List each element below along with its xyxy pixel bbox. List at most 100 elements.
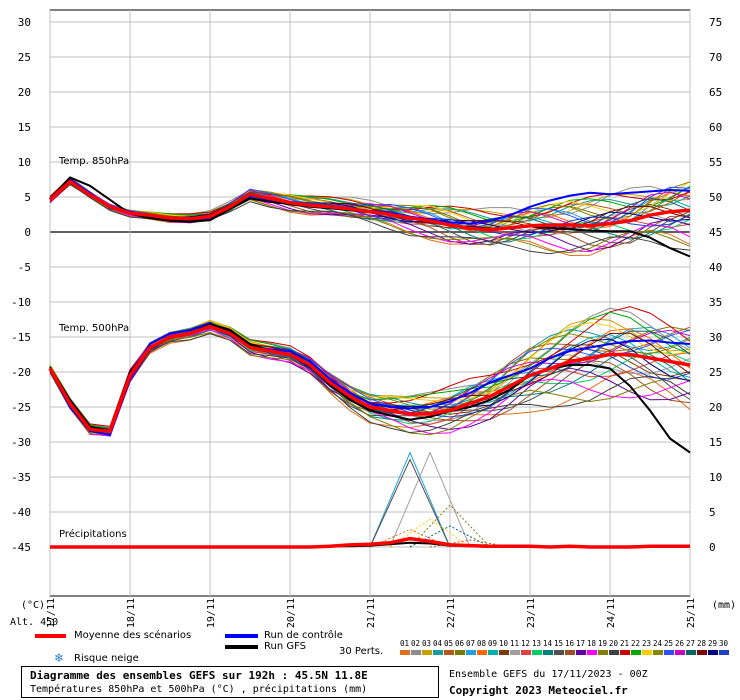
- left-tick-label: 25: [18, 51, 31, 64]
- perturbation-label: 26: [675, 639, 685, 648]
- right-tick-label: 50: [709, 191, 722, 204]
- right-tick-label: 40: [709, 261, 722, 274]
- perturbation-swatch: [697, 650, 707, 655]
- panel-label-precip: Précipitations: [59, 529, 127, 540]
- perturbation-label: 24: [653, 639, 663, 648]
- perturbation-precip-line: [409, 525, 491, 548]
- perturbation-label: 01: [400, 639, 409, 648]
- series-control-t500-line: [49, 322, 691, 436]
- left-tick-label: -45: [11, 541, 31, 554]
- right-tick-label: 70: [709, 51, 722, 64]
- perturbation-swatch: [400, 650, 410, 655]
- x-tick-label: 23/11: [526, 598, 537, 628]
- legend-mean-label: Moyenne des scénarios: [74, 630, 192, 641]
- x-tick-label: 18/11: [126, 598, 137, 628]
- left-tick-label: -35: [11, 471, 31, 484]
- left-axis-unit: (°C): [21, 600, 46, 611]
- right-tick-label: 45: [709, 226, 722, 239]
- main-series-lines: [48, 176, 691, 549]
- x-tick-label: 20/11: [286, 598, 297, 628]
- perturbation-swatch: [532, 650, 542, 655]
- right-tick-label: 10: [709, 471, 722, 484]
- left-tick-label: -25: [11, 401, 31, 414]
- perturbation-label: 07: [466, 639, 475, 648]
- perturbation-precip-line: [389, 518, 471, 548]
- perturbation-swatch: [609, 650, 619, 655]
- perturbation-t500-line: [49, 320, 691, 432]
- perturbation-t500-line: [49, 332, 691, 435]
- right-tick-label: 65: [709, 86, 722, 99]
- legend-control-label: Run de contrôle: [264, 630, 343, 641]
- perturbation-label: 20: [609, 639, 619, 648]
- x-tick-label: 24/11: [606, 598, 617, 628]
- perturbation-swatch: [488, 650, 498, 655]
- perturbation-swatch: [521, 650, 531, 655]
- right-tick-label: 20: [709, 401, 722, 414]
- perturbation-label: 04: [433, 639, 443, 648]
- legend-gfs-swatch: [225, 645, 258, 649]
- perturbation-label: 28: [697, 639, 707, 648]
- x-axis-ticks: 17/11 18/11 19/11 20/11 21/11 22/11 23/11 24/11…: [46, 598, 697, 628]
- left-axis-ticks: 30 25 20 15 10 5 0 -5 -10 -15 -20 -25 -30 -35 -40 -45: [11, 16, 31, 554]
- perturbation-label: 05: [444, 639, 453, 648]
- perturbation-swatch: [686, 650, 696, 655]
- perturbation-label: 09: [488, 639, 497, 648]
- perturbation-t850-line: [49, 180, 691, 228]
- legend-gfs-label: Run GFS: [264, 641, 307, 652]
- perturbation-count-label: 30 Perts.: [339, 646, 384, 657]
- perturbation-swatch: [587, 650, 597, 655]
- perturbation-label: 08: [477, 639, 487, 648]
- footer-title-box: Diagramme des ensembles GEFS sur 192h : …: [21, 666, 439, 698]
- right-tick-label: 15: [709, 436, 722, 449]
- legend-mean-swatch: [35, 634, 66, 638]
- x-tick-label: 21/11: [366, 598, 377, 628]
- perturbation-label: 21: [620, 639, 629, 648]
- perturbation-swatch: [433, 650, 443, 655]
- left-tick-label: -15: [11, 331, 31, 344]
- perturbation-precip-line: [389, 451, 471, 548]
- perturbation-precip-line: [409, 504, 491, 548]
- perturbation-swatch: [565, 650, 575, 655]
- perturbation-swatch: [719, 650, 729, 655]
- legend: [35, 634, 258, 649]
- left-tick-label: -10: [11, 296, 31, 309]
- legend-snow-label: Risque neige: [74, 653, 139, 664]
- perturbation-swatch: [543, 650, 553, 655]
- perturbation-label: 15: [554, 639, 563, 648]
- left-tick-label: -5: [18, 261, 31, 274]
- series-mean-t500-line: [48, 324, 691, 434]
- left-tick-label: -40: [11, 506, 31, 519]
- perturbation-swatch: [576, 650, 586, 655]
- x-tick-label: 17/11: [46, 598, 57, 628]
- right-tick-label: 30: [709, 331, 722, 344]
- perturbation-label: 11: [510, 639, 519, 648]
- perturbation-swatch: [642, 650, 652, 655]
- perturbation-swatch: [477, 650, 487, 655]
- left-tick-label: -20: [11, 366, 31, 379]
- perturbation-label: 17: [576, 639, 585, 648]
- right-tick-label: 25: [709, 366, 722, 379]
- perturbation-swatch: [631, 650, 641, 655]
- snowflake-icon: ❄: [54, 651, 65, 665]
- perturbation-t500-line: [49, 333, 691, 435]
- right-tick-label: 5: [709, 506, 716, 519]
- left-tick-label: -30: [11, 436, 31, 449]
- right-tick-label: 35: [709, 296, 722, 309]
- panel-label-t850: Temp. 850hPa: [59, 156, 130, 167]
- perturbation-swatch: [653, 650, 663, 655]
- perturbation-label: 19: [598, 639, 607, 648]
- grid-lines: [49, 9, 691, 597]
- perturbation-legend: 01 02 03 04 05 06 07 08 09 10 11 12 13 14 15 16 17 18 19 20…: [400, 639, 729, 655]
- perturbation-swatch: [455, 650, 465, 655]
- perturbation-label: 25: [664, 639, 673, 648]
- perturbation-label: 18: [587, 639, 597, 648]
- left-tick-label: 15: [18, 121, 31, 134]
- perturbation-swatch: [598, 650, 608, 655]
- perturbation-precip-line: [369, 458, 451, 548]
- right-tick-label: 60: [709, 121, 722, 134]
- right-tick-label: 0: [709, 541, 716, 554]
- perturbation-label: 14: [543, 639, 553, 648]
- perturbation-label: 16: [565, 639, 575, 648]
